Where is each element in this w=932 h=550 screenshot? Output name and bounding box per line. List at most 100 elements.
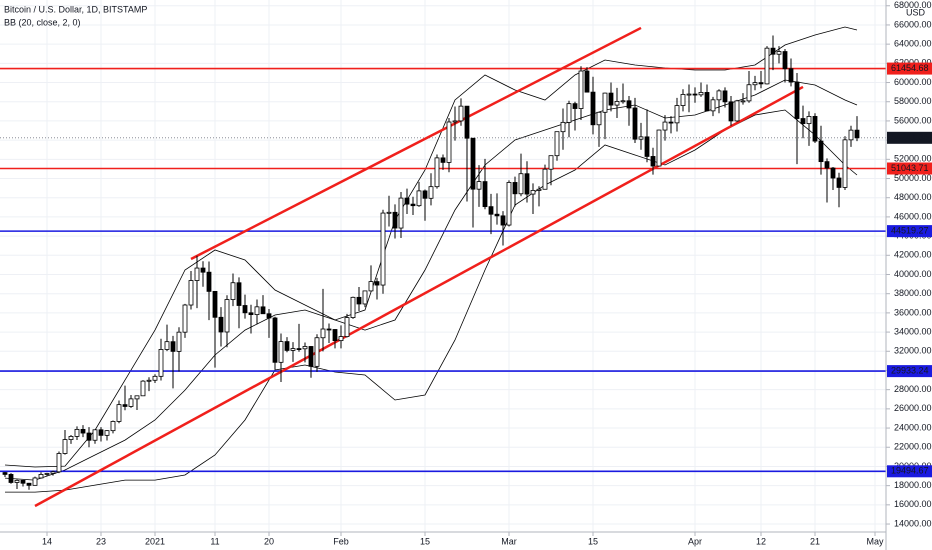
candle-body [368,281,374,292]
candle-body [8,474,14,483]
candle-body [668,121,674,124]
candle-body [698,92,704,96]
candle-body [410,203,416,207]
candle-body [536,188,542,191]
candle-body [266,313,272,319]
candle-body [782,51,788,70]
candle-body [806,116,812,125]
candle-body [848,129,854,141]
candle-body [302,346,308,350]
candle-body [662,121,668,131]
candle-body [440,157,446,163]
candle-body [764,47,770,85]
candle-body [824,161,830,169]
candle-body [182,304,188,333]
candle-body [152,375,158,381]
x-tick-label: 20 [264,536,274,546]
y-tick-label: 38000.00 [894,288,932,298]
candle-body [428,186,434,199]
candle-body [704,92,710,112]
candle-body [104,430,110,436]
candle-body [44,473,50,475]
candle-body [620,100,626,103]
candle-body [482,181,488,208]
candle-body [596,111,602,126]
candle-body [476,181,482,190]
candle-body [386,211,392,214]
y-tick-label: 28000.00 [894,384,932,394]
y-tick-label: 22000.00 [894,442,932,452]
candle-body [2,472,8,475]
y-tick-label: 48000.00 [894,192,932,202]
candle-body [728,101,734,122]
candle-body [734,100,740,122]
currency-label: USD [906,7,926,17]
plot-area [0,26,886,508]
x-tick-label: 23 [96,536,106,546]
y-tick-label: 46000.00 [894,211,932,221]
candle-body [578,70,584,109]
candle-body [200,267,206,273]
candle-body [854,129,860,139]
candle-body [218,316,224,333]
y-tick-label: 50000.00 [894,173,932,183]
candle-body [794,81,800,119]
candle-body [236,282,242,306]
y-tick-label: 32000.00 [894,346,932,356]
candle-body [680,94,686,106]
candle-body [524,173,530,195]
candle-body [80,429,86,434]
candle-body [308,346,314,367]
candle-body [506,182,512,226]
candle-body [434,157,440,188]
candle-body [122,404,128,407]
candle-body [140,380,146,397]
x-tick-label: Feb [333,536,349,546]
y-tick-label: 66000.00 [894,19,932,29]
candle-body [602,92,608,113]
candle-body [758,82,764,85]
candle-body [422,190,428,199]
candle-body [158,349,164,377]
candle-body [446,121,452,163]
indicator-label: BB (20, close, 2, 0) [4,17,81,27]
candle-body [98,429,104,436]
candle-body [830,167,836,179]
candle-body [296,348,302,350]
x-tick-label: 15 [420,536,430,546]
trend-line [34,85,804,508]
candle-body [800,118,806,125]
candle-body [356,296,362,305]
candle-body [332,329,338,342]
candle-body [110,421,116,432]
candle-body [818,140,824,163]
candle-body [314,337,320,367]
y-tick-label: 52000.00 [894,154,932,164]
candle-body [650,156,656,167]
candle-body [626,100,632,109]
x-tick-label: 21 [810,536,820,546]
candle-body [500,215,506,226]
candle-body [206,271,212,292]
candle-body [248,312,254,316]
candle-body [572,103,578,109]
candle-body [494,213,500,217]
candle-body [146,379,152,382]
y-tick-label: 16000.00 [894,499,932,509]
y-tick-label: 26000.00 [894,403,932,413]
y-tick-label: 18000.00 [894,480,932,490]
candle-body [416,190,422,207]
x-tick-label: 14 [42,536,52,546]
candle-body [638,136,644,140]
candle-body [488,206,494,215]
candle-body [74,429,80,437]
candle-body [350,296,356,318]
candle-body [56,453,62,473]
y-tick-label: 40000.00 [894,269,932,279]
candle-body [176,331,182,352]
candle-body [716,90,722,101]
candle-body [320,328,326,339]
candle-body [404,197,410,205]
candle-body [608,92,614,106]
candle-body [242,305,248,314]
